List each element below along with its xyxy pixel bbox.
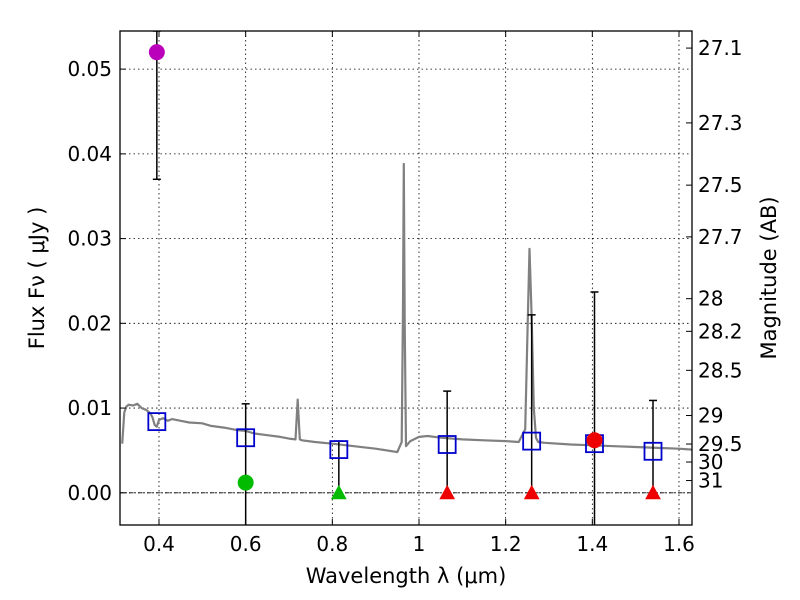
upper-limit-triangle bbox=[523, 484, 540, 500]
mag-tick-label: 27.5 bbox=[698, 173, 743, 197]
y2-axis-label: Magnitude (AB) bbox=[757, 196, 781, 359]
mag-tick-label: 30 bbox=[698, 450, 723, 474]
mag-tick-label: 29.5 bbox=[698, 432, 743, 456]
detection-point bbox=[237, 474, 254, 491]
model-photometry-square bbox=[329, 440, 349, 459]
upper-limit-triangle bbox=[330, 484, 347, 500]
y-axis: 0.00 0.01 0.02 0.03 0.04 0.05 bbox=[67, 57, 126, 505]
plot-area bbox=[120, 31, 692, 525]
sed-model-group bbox=[121, 162, 692, 454]
model-photometry-square bbox=[437, 435, 457, 454]
sed-model-line bbox=[121, 162, 692, 454]
upper-limit-triangle bbox=[439, 484, 456, 500]
y-axis-label: Flux Fν ( μJy ) bbox=[25, 207, 49, 350]
mag-tick-label: 28 bbox=[698, 287, 723, 311]
y-tick-label: 0.02 bbox=[67, 311, 112, 335]
y-tick-label: 0.01 bbox=[67, 396, 112, 420]
mag-tick-label: 28.2 bbox=[698, 319, 743, 343]
detection-point bbox=[148, 44, 165, 61]
plot-background bbox=[120, 31, 692, 525]
markers-group bbox=[148, 44, 661, 500]
x-tick-label: 0.4 bbox=[143, 532, 175, 556]
y-tick-label: 0.05 bbox=[67, 57, 112, 81]
model-photometry-group bbox=[147, 412, 663, 461]
upper-limit-triangle bbox=[645, 484, 661, 500]
y-tick-label: 0.04 bbox=[67, 142, 112, 166]
mag-tick-label: 27.1 bbox=[698, 36, 743, 60]
y-tick-label: 0.03 bbox=[67, 227, 112, 251]
detection-point bbox=[586, 432, 603, 449]
mag-tick-label: 27.7 bbox=[698, 225, 743, 249]
x-axis-label: Wavelength λ (μm) bbox=[306, 564, 507, 588]
model-photometry-square bbox=[643, 441, 663, 461]
plot-frame bbox=[119, 30, 693, 526]
x-tick-label: 1.4 bbox=[576, 532, 608, 556]
mag-tick-label: 29 bbox=[698, 404, 723, 428]
x-axis: 0.4 0.6 0.8 1 1.2 1.4 1.6 bbox=[143, 31, 695, 556]
grid-lines bbox=[120, 31, 692, 525]
model-photometry-square bbox=[522, 431, 542, 451]
x-tick-label: 1 bbox=[413, 532, 426, 556]
x-tick-label: 1.6 bbox=[663, 532, 695, 556]
mag-tick-label: 28.5 bbox=[698, 358, 743, 382]
x-tick-label: 1.2 bbox=[490, 532, 522, 556]
model-photometry-square bbox=[236, 428, 256, 448]
x-tick-label: 0.8 bbox=[316, 532, 348, 556]
mag-tick-label: 27.3 bbox=[698, 111, 743, 135]
mag-tick-label: 31 bbox=[698, 469, 723, 493]
x-tick-label: 0.6 bbox=[230, 532, 262, 556]
model-photometry-square bbox=[147, 412, 167, 432]
y-tick-label: 0.00 bbox=[67, 481, 112, 505]
